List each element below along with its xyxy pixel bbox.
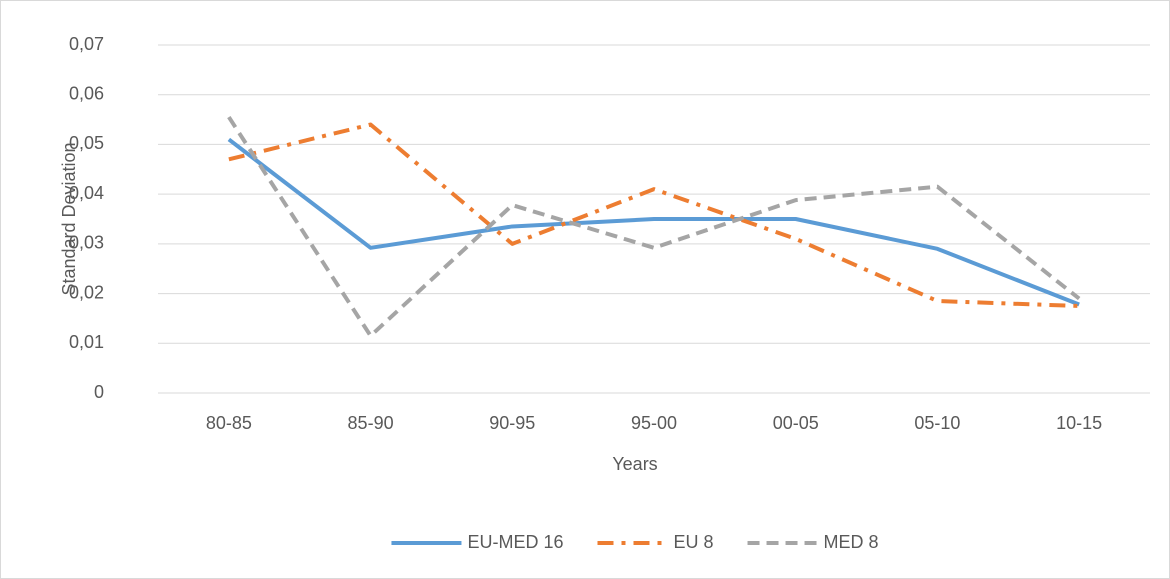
x-tick-label: 10-15 bbox=[1056, 413, 1102, 433]
series-line bbox=[227, 137, 1080, 307]
legend-label: EU-MED 16 bbox=[467, 532, 563, 552]
series-line bbox=[227, 115, 1081, 338]
y-tick-label: 0 bbox=[94, 382, 104, 402]
y-tick-label: 0,05 bbox=[69, 133, 104, 153]
x-tick-label: 05-10 bbox=[914, 413, 960, 433]
y-tick-label: 0,03 bbox=[69, 233, 104, 253]
x-tick-label: 85-90 bbox=[348, 413, 394, 433]
y-tick-label: 0,06 bbox=[69, 83, 104, 103]
series-line bbox=[228, 122, 1080, 308]
legend-label: EU 8 bbox=[673, 532, 713, 552]
y-tick-label: 0,07 bbox=[69, 34, 104, 54]
y-axis-title: Standard Deviation bbox=[59, 142, 79, 295]
x-tick-label: 80-85 bbox=[206, 413, 252, 433]
legend-label: MED 8 bbox=[824, 532, 879, 552]
y-tick-label: 0,01 bbox=[69, 332, 104, 352]
x-tick-label: 95-00 bbox=[631, 413, 677, 433]
y-tick-label: 0,04 bbox=[69, 183, 104, 203]
x-tick-label: 90-95 bbox=[489, 413, 535, 433]
x-tick-label: 00-05 bbox=[773, 413, 819, 433]
y-tick-label: 0,02 bbox=[69, 282, 104, 302]
x-axis-title: Years bbox=[612, 454, 657, 474]
